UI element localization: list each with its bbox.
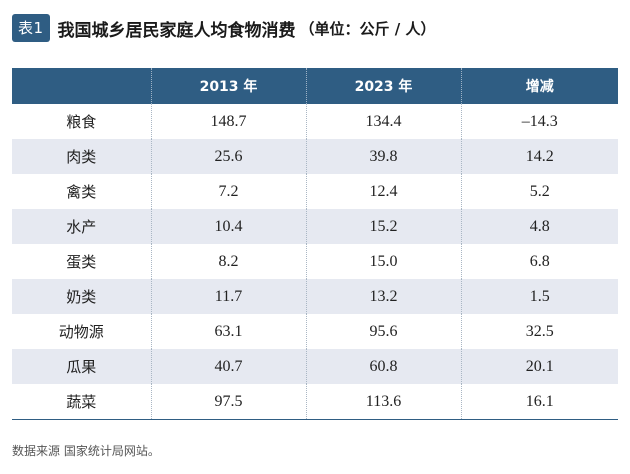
cell-change: 32.5 xyxy=(460,314,618,349)
cell-category: 蔬菜 xyxy=(12,384,151,420)
table-row: 禽类 7.2 12.4 5.2 xyxy=(12,174,618,209)
cell-value-2013: 7.2 xyxy=(150,174,306,209)
cell-value-2013: 97.5 xyxy=(150,384,306,420)
cell-value-2023: 12.4 xyxy=(305,174,461,209)
table-row: 蔬菜 97.5 113.6 16.1 xyxy=(12,384,618,420)
cell-value-2023: 13.2 xyxy=(305,279,461,314)
header-cell-2023: 2023 年 xyxy=(305,68,461,104)
cell-value-2023: 15.0 xyxy=(305,244,461,279)
header-cell-change: 增减 xyxy=(460,68,618,104)
table-title-row: 表1 我国城乡居民家庭人均食物消费 （单位：公斤 / 人） xyxy=(12,13,620,43)
cell-value-2013: 11.7 xyxy=(150,279,306,314)
cell-category: 瓜果 xyxy=(12,349,151,384)
cell-value-2013: 40.7 xyxy=(150,349,306,384)
table-unit: （单位：公斤 / 人） xyxy=(299,19,436,38)
cell-value-2023: 39.8 xyxy=(305,139,461,174)
table-row: 奶类 11.7 13.2 1.5 xyxy=(12,279,618,314)
table-title: 我国城乡居民家庭人均食物消费 xyxy=(57,20,296,41)
cell-value-2023: 95.6 xyxy=(305,314,461,349)
cell-category: 肉类 xyxy=(12,139,151,174)
table-number-badge: 表1 xyxy=(12,14,50,42)
cell-value-2013: 8.2 xyxy=(150,244,306,279)
cell-category: 奶类 xyxy=(12,279,151,314)
food-consumption-table: 2013 年 2023 年 增减 粮食 148.7 134.4 –14.3 肉类 25.6… xyxy=(12,68,618,420)
cell-change: 16.1 xyxy=(460,384,618,420)
cell-value-2013: 148.7 xyxy=(150,104,306,139)
cell-value-2013: 63.1 xyxy=(150,314,306,349)
cell-change: 20.1 xyxy=(460,349,618,384)
cell-value-2013: 10.4 xyxy=(150,209,306,244)
cell-value-2023: 60.8 xyxy=(305,349,461,384)
cell-change: 5.2 xyxy=(460,174,618,209)
cell-change: 1.5 xyxy=(460,279,618,314)
header-cell-category xyxy=(12,68,151,104)
table-row: 瓜果 40.7 60.8 20.1 xyxy=(12,349,618,384)
table-row: 肉类 25.6 39.8 14.2 xyxy=(12,139,618,174)
cell-category: 水产 xyxy=(12,209,151,244)
cell-value-2023: 134.4 xyxy=(305,104,461,139)
cell-value-2023: 15.2 xyxy=(305,209,461,244)
cell-value-2023: 113.6 xyxy=(305,384,461,420)
header-cell-2013: 2013 年 xyxy=(150,68,306,104)
cell-category: 禽类 xyxy=(12,174,151,209)
table-row: 水产 10.4 15.2 4.8 xyxy=(12,209,618,244)
cell-category: 蛋类 xyxy=(12,244,151,279)
cell-change: –14.3 xyxy=(460,104,618,139)
cell-change: 14.2 xyxy=(460,139,618,174)
table-header-row: 2013 年 2023 年 增减 xyxy=(12,68,618,104)
cell-change: 4.8 xyxy=(460,209,618,244)
source-note: 数据来源 国家统计局网站。 xyxy=(12,444,160,458)
table-row: 蛋类 8.2 15.0 6.8 xyxy=(12,244,618,279)
table-row: 粮食 148.7 134.4 –14.3 xyxy=(12,104,618,139)
cell-category: 动物源 xyxy=(12,314,151,349)
cell-category: 粮食 xyxy=(12,104,151,139)
cell-change: 6.8 xyxy=(460,244,618,279)
cell-value-2013: 25.6 xyxy=(150,139,306,174)
table-row: 动物源 63.1 95.6 32.5 xyxy=(12,314,618,349)
